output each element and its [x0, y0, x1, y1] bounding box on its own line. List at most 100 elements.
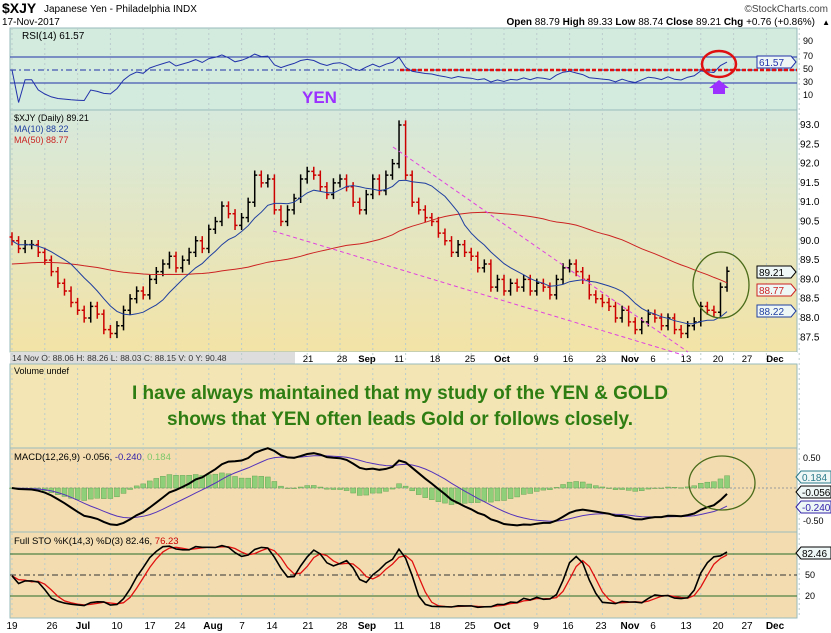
date-tick: 25	[465, 354, 476, 365]
macd-histogram-bar	[81, 487, 87, 501]
price-bar	[337, 174, 343, 188]
price-bar	[672, 313, 678, 335]
sto-k-line	[11, 544, 728, 609]
ma10-tag-bg	[756, 304, 797, 318]
price-bar	[645, 309, 651, 327]
price-bar	[553, 274, 559, 300]
sto-label: Full STO %K(14,3) %D(3) 82.46, 76.23	[14, 536, 179, 547]
price-tick: 91.0	[800, 197, 820, 208]
macd-histogram-bar	[645, 487, 652, 490]
date-tick: 23	[596, 354, 607, 365]
price-bar	[166, 251, 172, 269]
price-bar	[258, 170, 264, 188]
price-bar	[278, 205, 284, 227]
rsi-tick: 30	[803, 77, 813, 87]
macd-histogram-bar	[580, 481, 586, 489]
price-bar	[704, 301, 710, 315]
macd-value-tag-bg	[795, 485, 831, 499]
volume-label: Volume undef	[14, 366, 70, 376]
macd-circle-annotation	[688, 455, 756, 511]
macd-histogram-bar	[599, 486, 606, 489]
macd-histogram-bar	[114, 487, 120, 498]
macd-histogram-bar	[153, 478, 160, 489]
date-tick: Nov	[621, 354, 640, 365]
date-tick: 16	[563, 354, 574, 365]
sto-value-tag-bg	[795, 546, 831, 560]
price-bar	[324, 182, 330, 200]
macd-histogram-bar	[619, 487, 625, 490]
price-bar	[488, 259, 494, 292]
sto-k-value: Full STO %K(14,3) %D(3) 82.46,	[14, 536, 155, 547]
price-bar	[350, 182, 356, 207]
date-tick: 28	[337, 354, 348, 365]
rsi-line	[11, 53, 728, 103]
rsi-tick: 70	[803, 51, 813, 61]
macd-histogram-bar	[337, 487, 343, 490]
macd-histogram-bar	[317, 486, 324, 489]
price-bar	[153, 267, 159, 285]
price-bar	[560, 263, 566, 285]
price-panel	[9, 109, 798, 353]
price-bar	[311, 166, 317, 180]
price-bar	[573, 259, 579, 277]
arrow-up-icon	[709, 80, 729, 94]
price-bar	[593, 290, 599, 304]
macd-histogram-bar	[658, 487, 665, 489]
macd-histogram-bar	[553, 487, 560, 489]
macd-histogram-bar	[291, 487, 297, 489]
date-tick: 17	[144, 621, 156, 632]
macd-histogram-bar	[461, 487, 468, 504]
macd-histogram-bar	[468, 487, 474, 503]
price-tick: 93.0	[800, 120, 820, 131]
macd-histogram-bar	[160, 476, 166, 489]
macd-histogram-bar	[586, 483, 592, 489]
rsi-value-tag: 61.57	[759, 58, 784, 69]
price-tick: 92.0	[800, 159, 820, 170]
price-bar	[94, 301, 100, 319]
price-bar	[435, 216, 441, 238]
macd-histogram-bar	[606, 487, 612, 489]
macd-histogram-bar	[245, 477, 251, 489]
price-circle-annotation	[692, 251, 750, 319]
macd-histogram-bar	[448, 487, 455, 505]
macd-histogram-bar	[199, 475, 205, 489]
macd-histogram-bar	[396, 483, 402, 489]
macd-histogram-bar	[127, 487, 133, 490]
macd-histogram-bar	[475, 487, 481, 503]
date-tick: 9	[533, 621, 539, 632]
date-tick: 19	[6, 621, 18, 632]
price-tick: 89.0	[800, 274, 820, 285]
price-bar	[291, 193, 297, 215]
macd-histogram-bar	[665, 486, 671, 489]
price-bar	[304, 166, 310, 184]
open-label: Open	[506, 17, 532, 28]
price-bar	[357, 197, 363, 215]
price-tick: 89.5	[800, 255, 820, 266]
price-bar	[114, 321, 120, 339]
up-triangle-icon: ▲	[822, 18, 830, 27]
rsi-value-tag-bg	[756, 55, 797, 69]
price-bar	[494, 274, 500, 292]
macd-histogram-bar	[678, 487, 684, 489]
date-tick: 6	[650, 354, 655, 365]
macd-histogram-bar	[284, 487, 291, 489]
macd-histogram-bar	[724, 475, 730, 489]
close-value: 89.21	[696, 17, 721, 28]
date-tick: 18	[429, 621, 441, 632]
price-bar	[81, 305, 87, 323]
macd-histogram-bar	[389, 487, 396, 490]
price-bar	[271, 174, 277, 215]
info-strip-bg	[10, 352, 295, 364]
ma10-line	[11, 179, 728, 325]
price-bar	[252, 170, 258, 207]
macd-histogram-bar	[88, 487, 94, 500]
macd-histogram-bar	[481, 487, 488, 502]
price-bar	[232, 209, 238, 230]
date-tick: 11	[394, 354, 404, 365]
close-label: Close	[666, 17, 694, 28]
price-bar	[88, 301, 94, 323]
macd-value-tag: -0.056	[802, 488, 831, 499]
date-tick: 24	[174, 621, 186, 632]
price-bar	[475, 251, 481, 273]
macd-histogram-bar	[494, 487, 501, 502]
